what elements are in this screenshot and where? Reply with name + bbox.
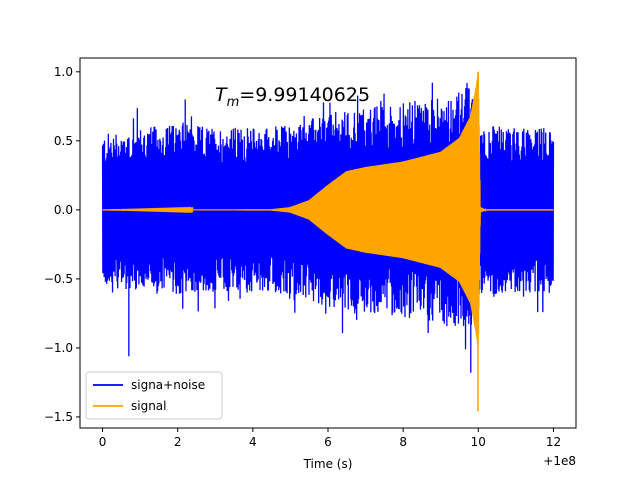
legend-label-signal: signal	[131, 399, 167, 413]
x-tick-label: 12	[546, 435, 561, 449]
x-tick-label: 0	[99, 435, 107, 449]
x-tick-label: 4	[249, 435, 257, 449]
y-tick-label: 0.5	[54, 134, 73, 148]
x-tick-label: 10	[471, 435, 486, 449]
legend-label-signa-noise: signa+noise	[131, 378, 205, 392]
plot-area	[101, 71, 555, 412]
annotation: Tm=9.99140625	[215, 84, 370, 110]
legend-box	[85, 371, 223, 420]
y-tick-label: −1.5	[44, 410, 73, 424]
series-line-signal	[102, 71, 554, 412]
y-tick-label: −0.5	[44, 272, 73, 286]
y-tick-label: 1.0	[54, 65, 73, 79]
annotation-subscript: m	[227, 95, 240, 110]
y-tick-label: −1.0	[44, 341, 73, 355]
legend: signa+noise signal	[85, 371, 223, 420]
x-tick-label: 2	[174, 435, 182, 449]
annotation-value: =9.99140625	[239, 84, 370, 106]
x-axis-label: Time (s)	[303, 457, 353, 471]
y-tick-label: 0.0	[54, 203, 73, 217]
x-tick-label: 6	[324, 435, 332, 449]
axis-ticks: 0 2 4 6 8 10 12 1.0 0.5 0.0 −0.5 −1.0 −1.5	[44, 65, 561, 449]
x-tick-label: 8	[399, 435, 407, 449]
annotation-symbol: T	[215, 84, 228, 106]
x-offset-label: +1e8	[543, 454, 576, 468]
